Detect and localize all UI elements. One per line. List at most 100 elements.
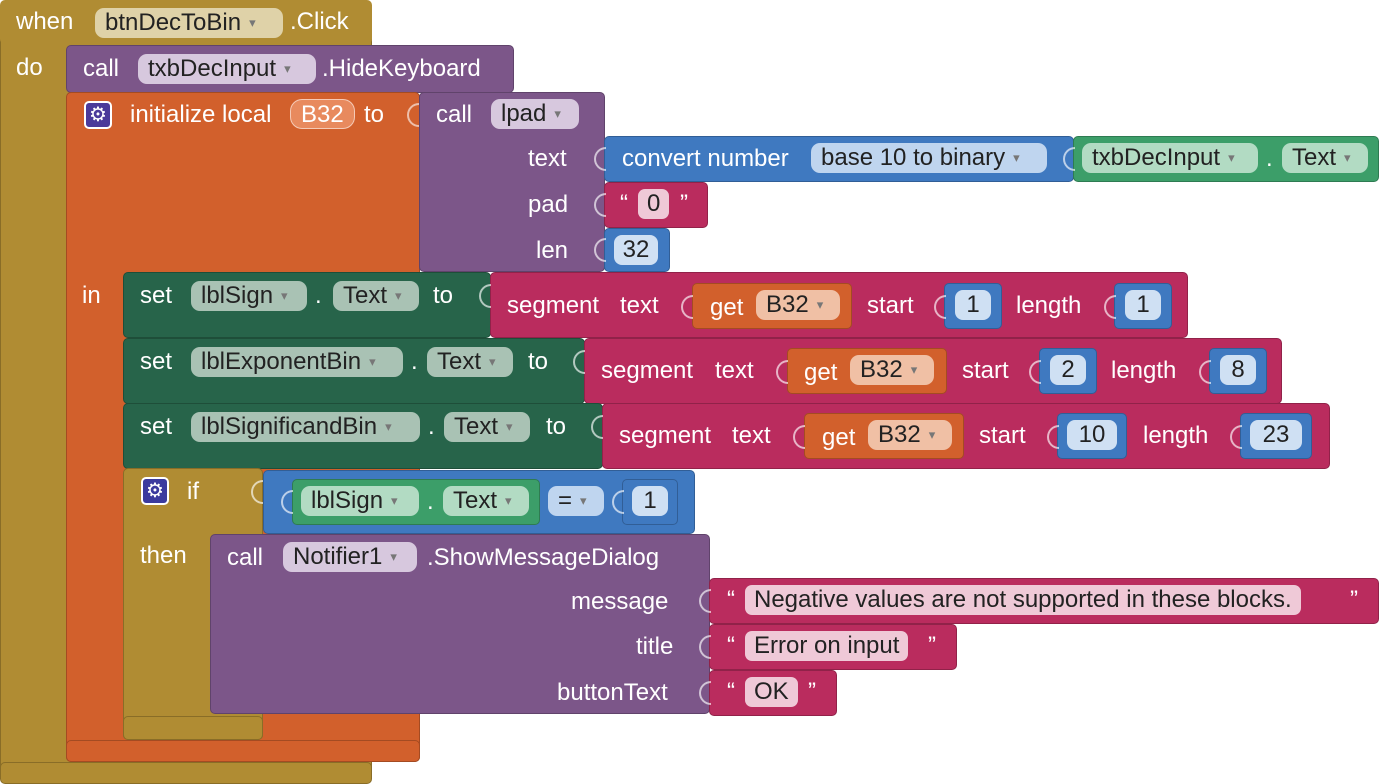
length-label: length	[1016, 292, 1082, 319]
set-label: set	[140, 413, 173, 440]
segment-block[interactable]	[602, 403, 1330, 469]
setter-property-dropdown[interactable]: Text ▾	[427, 347, 513, 377]
length-number-field[interactable]: 23	[1250, 420, 1302, 450]
chevron-down-icon: ▾	[928, 427, 936, 442]
dot-separator: .	[428, 413, 435, 440]
get-label: get	[822, 424, 856, 451]
open-quote-icon: “	[727, 678, 735, 705]
close-quote-icon: ”	[928, 632, 936, 659]
pad-string-field[interactable]: 0	[638, 189, 670, 219]
length-label: length	[1111, 357, 1177, 384]
get-label: get	[804, 359, 838, 386]
getter-component-dropdown[interactable]: lblSign ▾	[301, 486, 419, 516]
set-label: set	[140, 348, 173, 375]
event-component-dropdown[interactable]: btnDecToBin ▾	[95, 8, 283, 38]
do-label: do	[16, 54, 43, 81]
if-label: if	[187, 478, 199, 505]
when-label: when	[16, 8, 74, 35]
start-number-field[interactable]: 10	[1067, 420, 1117, 450]
chevron-down-icon: ▾	[506, 419, 513, 434]
title-param-label: title	[636, 633, 674, 660]
setter-component-dropdown[interactable]: lblExponentBin ▾	[191, 347, 403, 377]
segment-label: segment	[619, 422, 712, 449]
set-label: set	[140, 282, 173, 309]
chevron-down-icon: ▾	[1228, 150, 1235, 165]
getter-property-dropdown[interactable]: Text ▾	[443, 486, 529, 516]
title-string-field[interactable]: Error on input	[745, 631, 909, 661]
gear-icon[interactable]: ⚙	[141, 477, 169, 505]
chevron-down-icon: ▾	[281, 288, 288, 303]
operator-dropdown[interactable]: = ▾	[548, 486, 604, 516]
buttontext-param-label: buttonText	[557, 679, 668, 706]
call-label: call	[83, 55, 120, 82]
gear-icon[interactable]: ⚙	[84, 101, 112, 129]
start-number-field[interactable]: 1	[955, 290, 991, 320]
local-variable-name-field[interactable]: B32	[290, 99, 355, 129]
compare-number-field[interactable]: 1	[632, 486, 668, 516]
chevron-down-icon: ▾	[390, 549, 397, 564]
chevron-down-icon: ▾	[391, 493, 398, 508]
len-number-field[interactable]: 32	[614, 235, 658, 265]
notifier-call-label: call	[227, 544, 264, 571]
chevron-down-icon: ▾	[1013, 150, 1020, 165]
lpad-len-label: len	[536, 237, 569, 264]
close-quote-icon: ”	[1350, 586, 1358, 613]
segment-label: segment	[507, 292, 600, 319]
event-name-label: .Click	[290, 8, 349, 35]
segment-text-label: text	[620, 292, 659, 319]
dot-separator: .	[315, 282, 322, 309]
event-footer-bar	[0, 762, 372, 784]
dot-separator: .	[411, 348, 418, 375]
chevron-down-icon: ▾	[249, 15, 256, 30]
chevron-down-icon: ▾	[816, 297, 824, 312]
convert-mode-dropdown[interactable]: base 10 to binary ▾	[811, 143, 1047, 173]
message-string-field[interactable]: Negative values are not supported in the…	[745, 585, 1301, 615]
get-label: get	[710, 294, 744, 321]
set-to-label: to	[546, 413, 567, 440]
lpad-pad-label: pad	[528, 191, 569, 218]
close-quote-icon: ”	[808, 678, 816, 705]
chevron-down-icon: ▾	[284, 61, 291, 76]
chevron-down-icon: ▾	[580, 493, 587, 508]
getter-component-dropdown[interactable]: txbDecInput ▾	[1082, 143, 1258, 173]
open-quote-icon: “	[727, 586, 735, 613]
notifier-method-label: .ShowMessageDialog	[427, 544, 660, 571]
hidekeyboard-component-dropdown[interactable]: txbDecInput ▾	[138, 54, 316, 84]
variable-dropdown[interactable]: B32 ▾	[868, 420, 952, 450]
button-text-string-field[interactable]: OK	[745, 677, 798, 707]
segment-text-label: text	[715, 357, 754, 384]
init-to-label: to	[364, 101, 385, 128]
chevron-down-icon: ▾	[385, 419, 392, 434]
chevron-down-icon: ▾	[369, 354, 376, 369]
setter-property-dropdown[interactable]: Text ▾	[333, 281, 419, 311]
start-number-field[interactable]: 2	[1050, 355, 1086, 385]
procedure-dropdown[interactable]: lpad ▾	[491, 99, 579, 129]
set-to-label: to	[433, 282, 454, 309]
chevron-down-icon: ▾	[554, 106, 561, 121]
segment-label: segment	[601, 357, 694, 384]
hidekeyboard-method-label: .HideKeyboard	[322, 55, 481, 82]
setter-component-dropdown[interactable]: lblSignificandBin ▾	[191, 412, 420, 442]
variable-dropdown[interactable]: B32 ▾	[850, 355, 934, 385]
variable-dropdown[interactable]: B32 ▾	[756, 290, 840, 320]
length-number-field[interactable]: 8	[1220, 355, 1256, 385]
if-footer	[123, 716, 263, 740]
set-property-block[interactable]	[123, 272, 491, 338]
dot-separator: .	[1266, 145, 1273, 172]
chevron-down-icon: ▾	[489, 354, 496, 369]
getter-property-dropdown[interactable]: Text ▾	[1282, 143, 1368, 173]
start-label: start	[867, 292, 914, 319]
convert-number-label: convert number	[622, 145, 789, 172]
chevron-down-icon: ▾	[505, 493, 512, 508]
init-local-footer	[66, 740, 420, 762]
close-quote-icon: ”	[680, 190, 688, 217]
notifier-component-dropdown[interactable]: Notifier1 ▾	[283, 542, 417, 572]
open-quote-icon: “	[620, 190, 628, 217]
length-number-field[interactable]: 1	[1125, 290, 1161, 320]
in-label: in	[82, 282, 101, 309]
setter-component-dropdown[interactable]: lblSign ▾	[191, 281, 307, 311]
dot-separator: .	[427, 488, 434, 515]
length-label: length	[1143, 422, 1209, 449]
chevron-down-icon: ▾	[910, 362, 918, 377]
setter-property-dropdown[interactable]: Text ▾	[444, 412, 530, 442]
